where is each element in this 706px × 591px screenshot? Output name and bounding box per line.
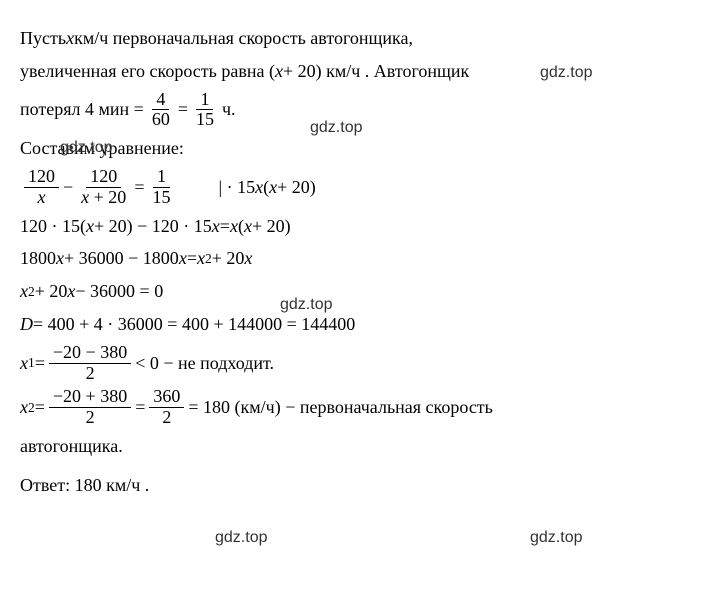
numerator: 1 [196,90,213,111]
variable-x: x [255,173,263,202]
text-line-4: Составим уравнение: [20,134,686,163]
denominator: 2 [82,364,99,384]
fraction: 4 60 [148,90,174,131]
variable-x: x [197,244,205,273]
answer-text: Ответ: 180 км/ч . [20,471,149,500]
text: + 20) − 120 · 15 [94,212,212,241]
numerator: 4 [152,90,169,111]
answer-line: Ответ: 180 км/ч . [20,471,686,500]
text: = [187,244,197,273]
text: + 20 [35,277,68,306]
text: + 20) км/ч . Автогонщик [283,57,469,86]
text-line-3: потерял 4 мин = 4 60 = 1 15 ч. [20,90,686,131]
numerator: 360 [149,387,184,408]
equation-3: 1800 x + 36000 − 1800 x = x 2 + 20 x [20,244,686,273]
equation-6: x 1 = −20 − 380 2 < 0 − не подходит. [20,343,686,384]
variable-x: x [212,212,220,241]
denominator: 15 [192,110,218,130]
text: + 20) [277,173,316,202]
fraction: 120 x + 20 [77,167,130,208]
variable-x: x [20,393,28,422]
text: 120 · 15( [20,212,86,241]
text: Составим уравнение: [20,134,184,163]
variable-x: x [244,212,252,241]
text: = 400 + 4 · 36000 = 400 + 144000 = 14440… [33,310,355,339]
text: | · 15 [218,173,255,202]
fraction: −20 − 380 2 [49,343,131,384]
numerator: 120 [86,167,121,188]
equation-2: 120 · 15( x + 20) − 120 · 15 x = x ( x +… [20,212,686,241]
text: + 20 [89,187,126,207]
equation-1: 120 x − 120 x + 20 = 1 15 | · 15 x ( x +… [20,167,686,208]
denominator: 15 [148,188,174,208]
text: = 180 (км/ч) − первоначальная скорость [188,393,493,422]
equation-4: x 2 + 20 x − 36000 = 0 [20,277,686,306]
variable-x: x [230,212,238,241]
text: увеличенная его скорость равна ( [20,57,275,86]
text: + 36000 − 1800 [64,244,179,273]
denominator: x + 20 [77,188,130,208]
text: = [35,349,45,378]
variable-x: x [269,173,277,202]
text: ч. [222,95,236,124]
text-line-1: Пусть x км/ч первоначальная скорость авт… [20,24,686,53]
text: 1800 [20,244,56,273]
variable-x: x [86,212,94,241]
fraction: −20 + 380 2 [49,387,131,428]
fraction: 1 15 [192,90,218,131]
variable-x: x [20,349,28,378]
watermark: gdz.top [215,525,267,551]
numerator: −20 + 380 [49,387,131,408]
denominator: x [34,188,50,208]
variable-x: x [20,277,28,306]
text: км/ч первоначальная скорость автогонщика… [74,24,413,53]
variable-x: x [179,244,187,273]
text: = [134,173,144,202]
variable-x: x [66,24,74,53]
variable-x: x [81,187,89,207]
denominator: 2 [158,408,175,428]
numerator: −20 − 380 [49,343,131,364]
equation-7: x 2 = −20 + 380 2 = 360 2 = 180 (км/ч) −… [20,387,686,428]
variable-x: x [275,57,283,86]
fraction: 120 x [24,167,59,208]
watermark: gdz.top [530,525,582,551]
variable-x: x [244,244,252,273]
variable-x: x [67,277,75,306]
equation-7b: автогонщика. [20,432,686,461]
text: автогонщика. [20,432,123,461]
text: + 20) [252,212,291,241]
numerator: 120 [24,167,59,188]
numerator: 1 [153,167,170,188]
text: = [35,393,45,422]
denominator: 2 [82,408,99,428]
text: Пусть [20,24,66,53]
text: потерял 4 мин = [20,95,144,124]
fraction: 360 2 [149,387,184,428]
text: = [220,212,230,241]
text: = [135,393,145,422]
text-line-2: увеличенная его скорость равна ( x + 20)… [20,57,686,86]
variable-d: D [20,310,33,339]
text: − 36000 = 0 [75,277,163,306]
fraction: 1 15 [148,167,174,208]
variable-x: x [56,244,64,273]
text: < 0 − не подходит. [135,349,274,378]
equation-5: D = 400 + 4 · 36000 = 400 + 144000 = 144… [20,310,686,339]
denominator: 60 [148,110,174,130]
text: + 20 [212,244,245,273]
text: − [63,173,73,202]
text: = [178,95,188,124]
